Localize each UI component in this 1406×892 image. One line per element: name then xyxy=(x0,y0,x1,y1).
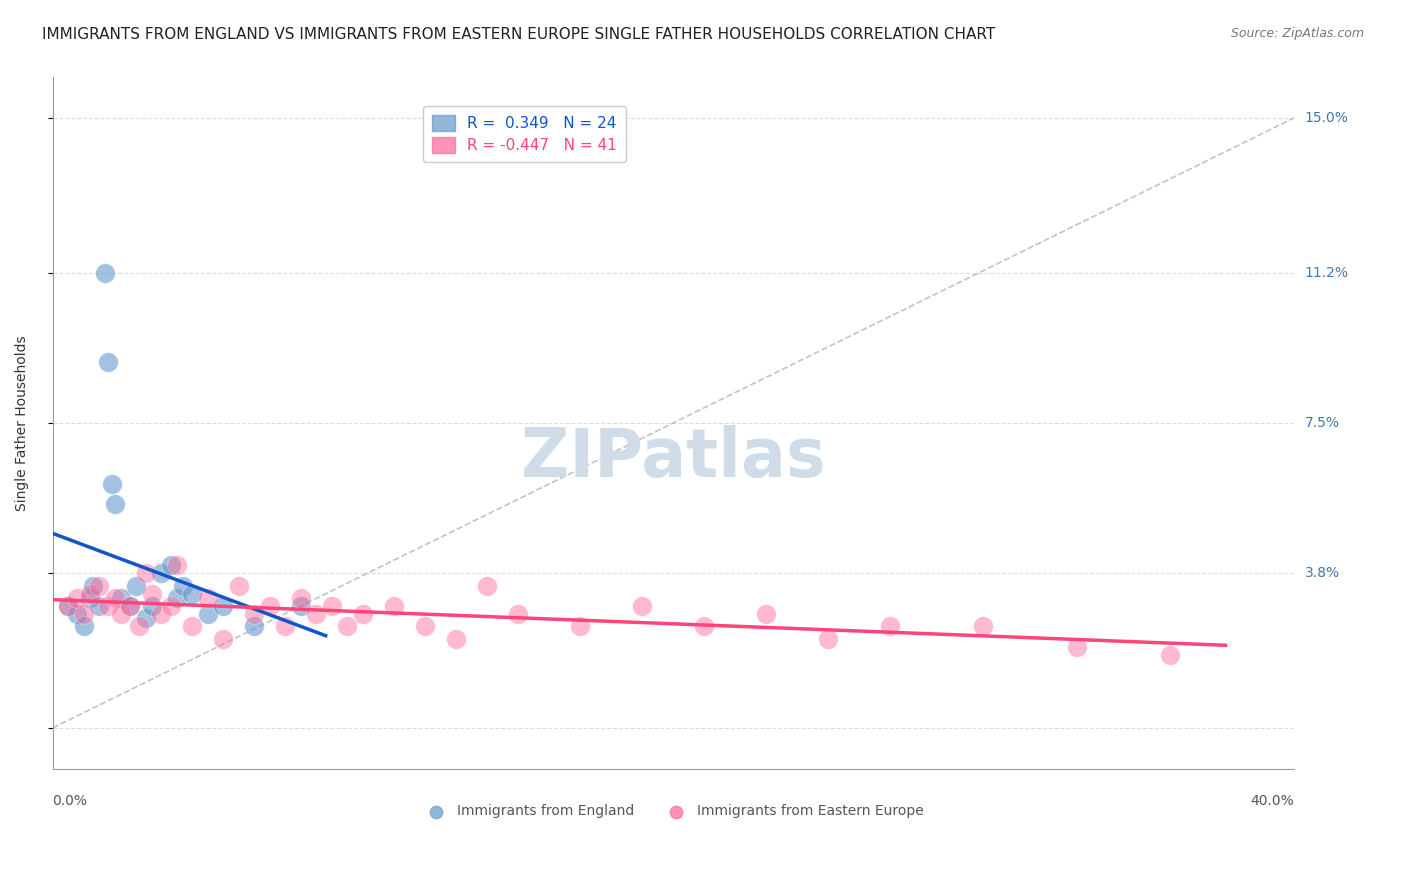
Point xyxy=(89,579,111,593)
Point xyxy=(82,579,104,593)
Point xyxy=(631,599,654,613)
Point xyxy=(150,607,173,621)
Point xyxy=(128,619,150,633)
Point xyxy=(166,558,188,573)
Point xyxy=(150,566,173,581)
Point xyxy=(1159,648,1181,662)
Point xyxy=(382,599,405,613)
Point xyxy=(104,591,127,605)
Point xyxy=(110,591,132,605)
Point xyxy=(79,587,101,601)
Point xyxy=(166,591,188,605)
Text: Source: ZipAtlas.com: Source: ZipAtlas.com xyxy=(1230,27,1364,40)
Y-axis label: Single Father Households: Single Father Households xyxy=(15,335,30,511)
Point xyxy=(66,591,89,605)
Point xyxy=(135,611,157,625)
Point xyxy=(1066,640,1088,654)
Point xyxy=(879,619,901,633)
Point xyxy=(120,599,142,613)
Point xyxy=(336,619,359,633)
Point xyxy=(159,599,181,613)
Point xyxy=(290,599,312,613)
Point xyxy=(506,607,529,621)
Point xyxy=(97,599,120,613)
Point xyxy=(243,619,266,633)
Point xyxy=(100,477,122,491)
Point xyxy=(475,579,498,593)
Point xyxy=(305,607,328,621)
Point xyxy=(352,607,374,621)
Point xyxy=(413,619,436,633)
Point xyxy=(693,619,716,633)
Text: ZIPatlas: ZIPatlas xyxy=(520,425,825,491)
Point xyxy=(66,607,89,621)
Point xyxy=(141,587,163,601)
Point xyxy=(259,599,281,613)
Point xyxy=(141,599,163,613)
Point xyxy=(56,599,79,613)
Text: 3.8%: 3.8% xyxy=(1305,566,1340,581)
Text: 40.0%: 40.0% xyxy=(1250,794,1294,807)
Point xyxy=(72,619,94,633)
Point xyxy=(94,266,117,280)
Point xyxy=(228,579,250,593)
Point xyxy=(197,607,219,621)
Point xyxy=(97,355,120,369)
Point xyxy=(212,599,235,613)
Point xyxy=(197,591,219,605)
Point xyxy=(212,632,235,646)
Point xyxy=(110,607,132,621)
Point xyxy=(135,566,157,581)
Point xyxy=(159,558,181,573)
Point xyxy=(972,619,994,633)
Text: 15.0%: 15.0% xyxy=(1305,112,1348,125)
Text: 11.2%: 11.2% xyxy=(1305,266,1348,279)
Text: 0.0%: 0.0% xyxy=(52,794,87,807)
Point xyxy=(125,579,148,593)
Point xyxy=(56,599,79,613)
Point xyxy=(321,599,343,613)
Point xyxy=(172,579,194,593)
Point xyxy=(444,632,467,646)
Point xyxy=(72,607,94,621)
Point xyxy=(817,632,839,646)
Point xyxy=(274,619,297,633)
Point xyxy=(181,619,204,633)
Text: 7.5%: 7.5% xyxy=(1305,416,1340,430)
Point xyxy=(243,607,266,621)
Point xyxy=(755,607,778,621)
Legend: Immigrants from England, Immigrants from Eastern Europe: Immigrants from England, Immigrants from… xyxy=(418,798,929,824)
Point xyxy=(120,599,142,613)
Point xyxy=(89,599,111,613)
Point xyxy=(290,591,312,605)
Point xyxy=(79,591,101,605)
Text: IMMIGRANTS FROM ENGLAND VS IMMIGRANTS FROM EASTERN EUROPE SINGLE FATHER HOUSEHOL: IMMIGRANTS FROM ENGLAND VS IMMIGRANTS FR… xyxy=(42,27,995,42)
Point xyxy=(569,619,592,633)
Point xyxy=(104,497,127,511)
Point xyxy=(181,587,204,601)
